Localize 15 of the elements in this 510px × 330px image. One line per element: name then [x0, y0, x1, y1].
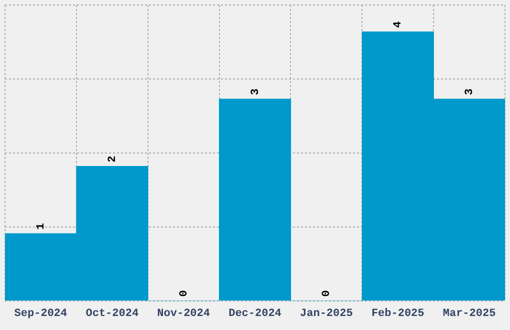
data-label: 4 [392, 20, 405, 28]
data-label: 2 [106, 156, 119, 162]
data-label: 3 [250, 88, 262, 96]
bar [218, 98, 292, 301]
data-label: 0 [178, 290, 190, 297]
x-tick-label: Mar-2025 [442, 308, 496, 320]
x-tick-label: Feb-2025 [371, 308, 425, 320]
x-tick-label: Sep-2024 [14, 308, 68, 320]
data-label: 3 [464, 88, 476, 96]
x-tick-label: Nov-2024 [157, 308, 210, 320]
x-tick-label: Dec-2024 [228, 308, 282, 320]
data-label: 0 [321, 290, 334, 297]
x-tick-label: Jan-2025 [300, 308, 354, 320]
x-tick-label: Oct-2024 [86, 308, 139, 320]
data-label: 1 [35, 222, 48, 230]
